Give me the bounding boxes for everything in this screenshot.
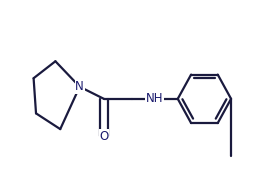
Text: NH: NH [146, 92, 163, 105]
Text: N: N [75, 80, 84, 93]
Text: O: O [99, 130, 108, 143]
